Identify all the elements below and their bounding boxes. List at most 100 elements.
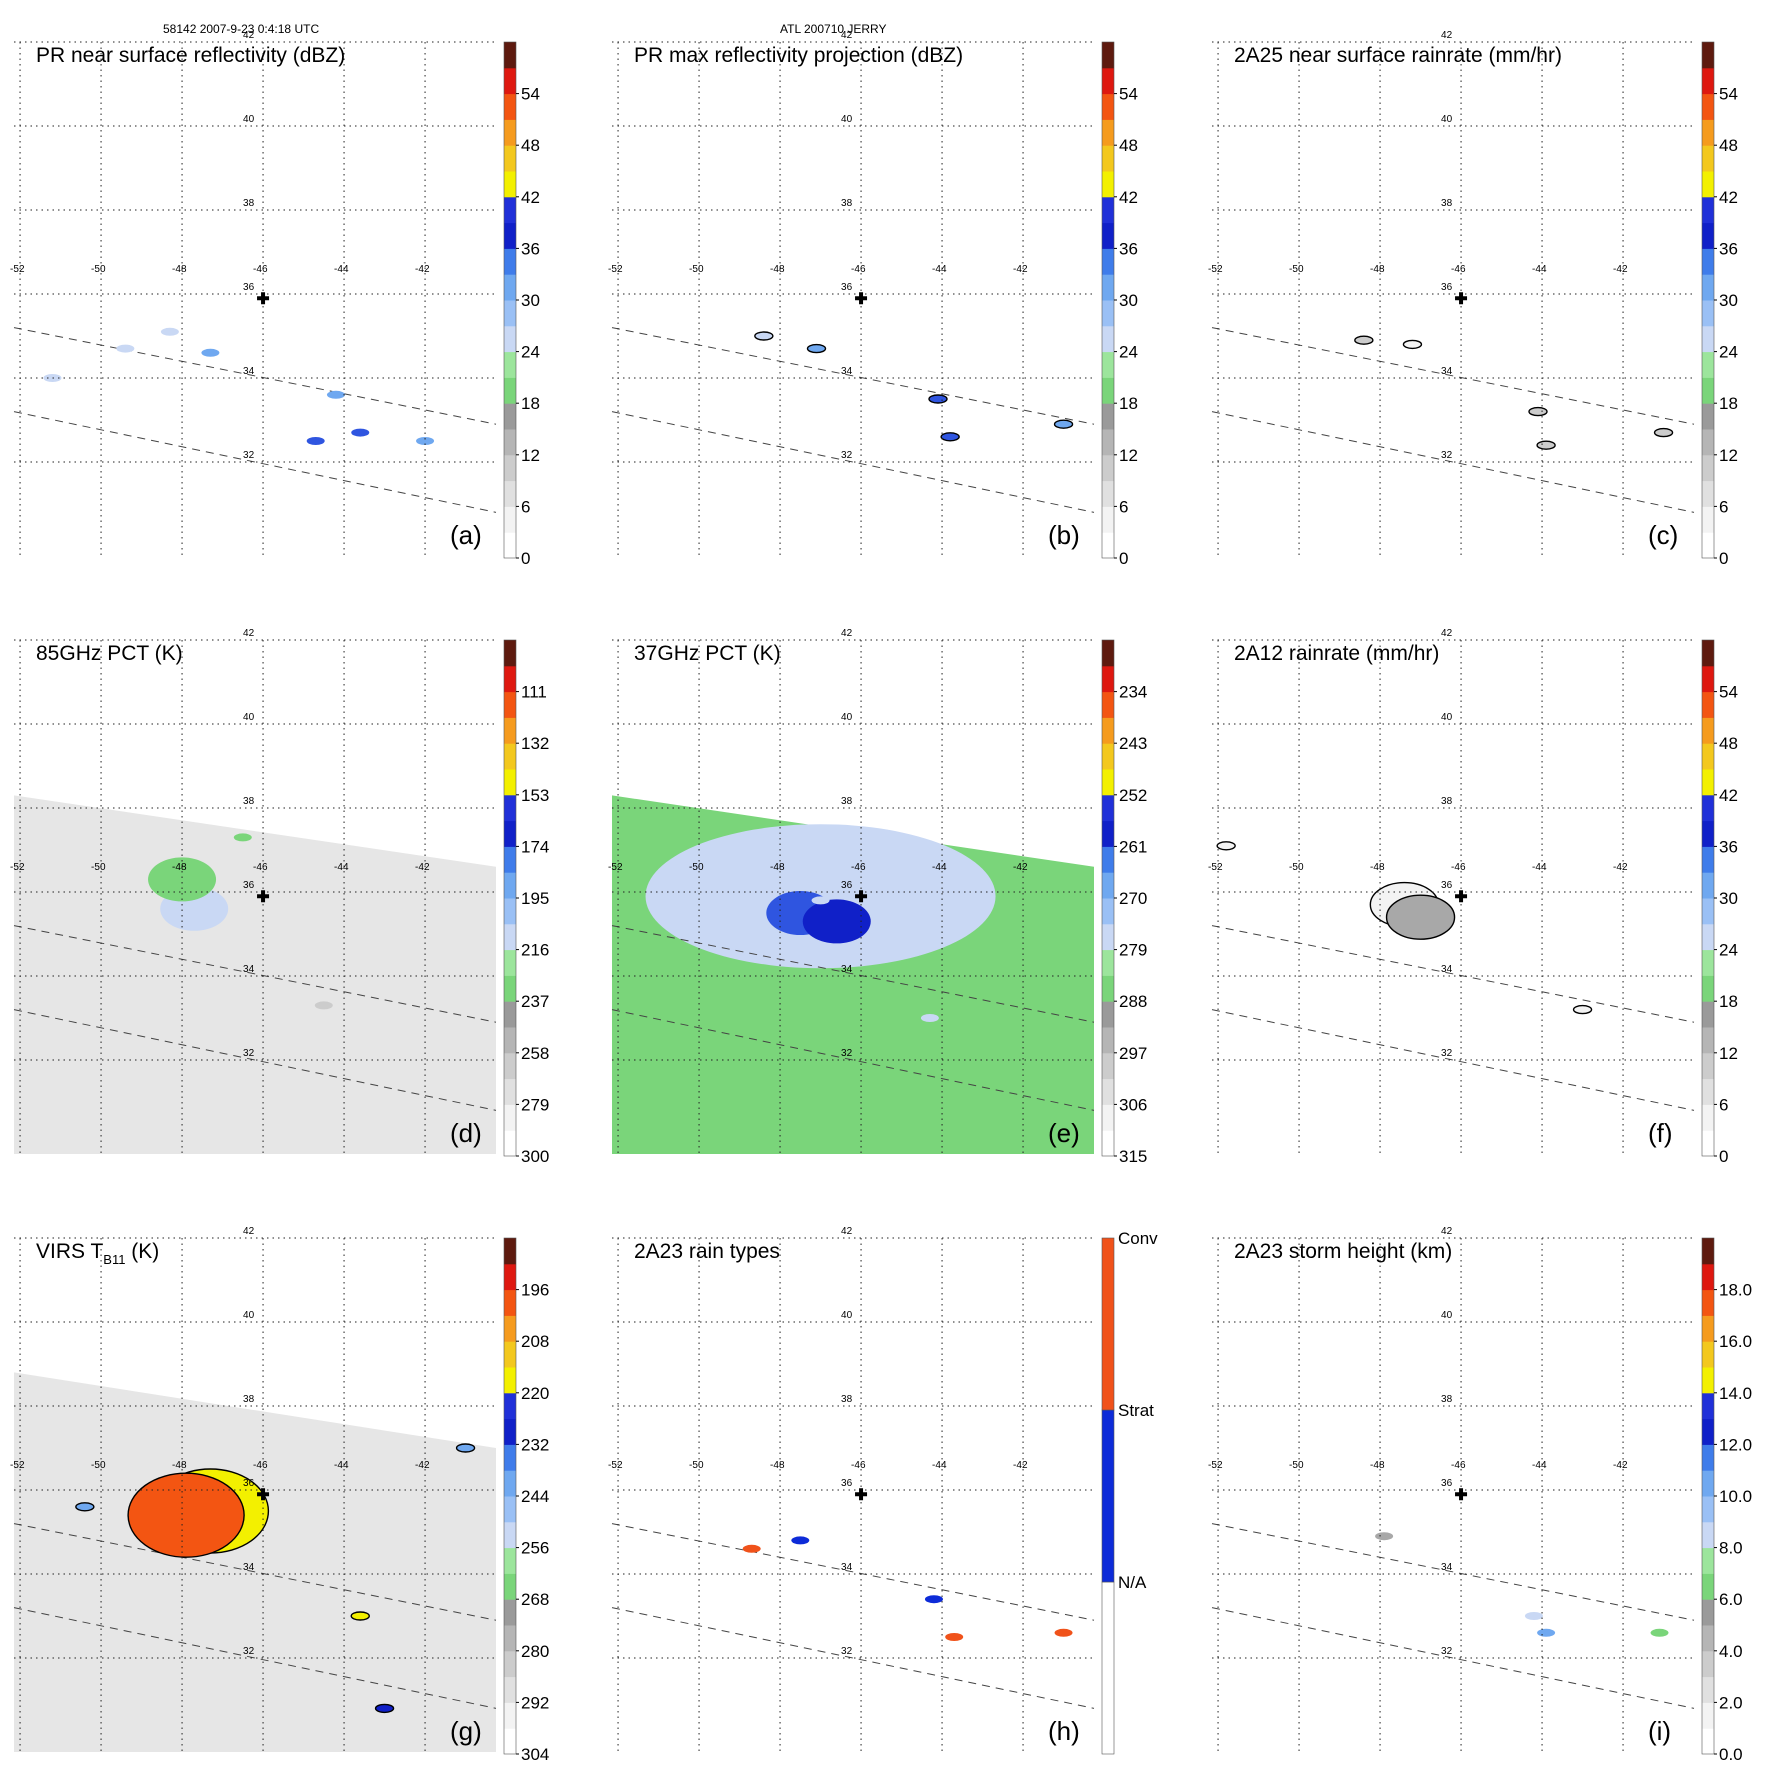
data-feature bbox=[148, 857, 217, 902]
colorbar-segment bbox=[1102, 196, 1114, 224]
colorbar-segment bbox=[1702, 1470, 1714, 1497]
panel-title: VIRS TB11 (K) bbox=[36, 1240, 159, 1267]
colorbar-segment bbox=[1102, 1130, 1114, 1157]
x-tick-label: -44 bbox=[1532, 862, 1547, 873]
colorbar-segment bbox=[504, 1078, 516, 1105]
colorbar-segment bbox=[504, 274, 516, 301]
colorbar-segment bbox=[1702, 403, 1714, 430]
colorbar-segment bbox=[1702, 1599, 1714, 1626]
colorbar-segment bbox=[1102, 454, 1114, 482]
data-feature bbox=[928, 394, 948, 404]
y-tick-label: 32 bbox=[243, 1646, 255, 1657]
colorbar-segment bbox=[1702, 691, 1714, 718]
colorbar-tick-label: 54 bbox=[1719, 683, 1738, 702]
y-tick-label: 40 bbox=[1441, 1310, 1453, 1321]
colorbar-tick-label: 237 bbox=[521, 992, 549, 1011]
colorbar-segment bbox=[1102, 923, 1114, 951]
colorbar: 315 306 297 288 279 270 261 252 243 234 bbox=[1101, 639, 1147, 1166]
x-tick-label: -46 bbox=[851, 1460, 866, 1471]
colorbar-tick-label: 304 bbox=[521, 1745, 549, 1764]
colorbar-segment bbox=[1702, 93, 1714, 120]
panel-title-subscript: B11 bbox=[103, 1252, 125, 1267]
data-feature bbox=[43, 374, 62, 382]
x-tick-label: -42 bbox=[1613, 862, 1628, 873]
panel-e: -52 -50 -48 -46 -44 -42 32 34 36 38 40 42 37GHz PCT … bbox=[608, 628, 1147, 1166]
colorbar-segment bbox=[1101, 1237, 1115, 1411]
y-tick-label: 38 bbox=[1441, 198, 1453, 209]
x-tick-label: -48 bbox=[1370, 862, 1385, 873]
colorbar-segment bbox=[504, 975, 516, 1002]
y-tick-label: 36 bbox=[1441, 282, 1453, 293]
panel-title: PR near surface reflectivity (dBZ) bbox=[36, 44, 345, 67]
colorbar-segment bbox=[1702, 42, 1714, 69]
colorbar-tick-label: 24 bbox=[1119, 343, 1138, 362]
colorbar-segment bbox=[1102, 1078, 1114, 1105]
x-tick-label: -50 bbox=[1289, 1460, 1304, 1471]
x-tick-label: -46 bbox=[253, 1460, 268, 1471]
data-feature bbox=[75, 1502, 95, 1512]
colorbar-segment bbox=[504, 67, 516, 95]
panel-title: 2A12 rainrate (mm/hr) bbox=[1234, 642, 1439, 665]
storm-center-marker bbox=[1455, 890, 1468, 903]
y-tick-label: 40 bbox=[243, 1310, 255, 1321]
colorbar-segment bbox=[504, 1130, 516, 1157]
x-tick-label: -50 bbox=[1289, 264, 1304, 275]
colorbar-segment bbox=[1102, 949, 1114, 976]
x-tick-label: -52 bbox=[1208, 862, 1223, 873]
y-tick-label: 42 bbox=[243, 30, 255, 41]
y-tick-label: 38 bbox=[841, 198, 853, 209]
y-tick-label: 32 bbox=[1441, 1048, 1453, 1059]
colorbar-segment bbox=[504, 1341, 516, 1368]
colorbar: 0 6 12 18 24 30 36 42 48 54 bbox=[503, 41, 540, 568]
colorbar-segment bbox=[1102, 691, 1114, 718]
colorbar-segment bbox=[504, 325, 516, 353]
colorbar-segment bbox=[1702, 1238, 1714, 1265]
data-feature bbox=[1524, 1612, 1543, 1620]
colorbar-segment bbox=[1702, 1078, 1714, 1105]
y-tick-label: 34 bbox=[1441, 366, 1453, 377]
swath-edge-south bbox=[611, 1009, 1095, 1111]
colorbar-tick-label: 258 bbox=[521, 1044, 549, 1063]
x-tick-label: -52 bbox=[1208, 264, 1223, 275]
colorbar-tick-label: 315 bbox=[1119, 1147, 1147, 1166]
colorbar-segment bbox=[504, 403, 516, 430]
y-tick-label: 36 bbox=[841, 282, 853, 293]
swath-edge-south bbox=[1211, 1607, 1695, 1709]
colorbar-segment bbox=[504, 532, 516, 559]
colorbar-segment bbox=[504, 846, 516, 873]
panel-label: (h) bbox=[1048, 1716, 1080, 1746]
colorbar-tick-label: 48 bbox=[1719, 734, 1738, 753]
swath-edge-north bbox=[13, 925, 497, 1023]
data-feature bbox=[924, 1595, 943, 1604]
colorbar-tick-label: 54 bbox=[521, 85, 540, 104]
data-feature bbox=[940, 432, 960, 442]
colorbar-tick-label: 243 bbox=[1119, 734, 1147, 753]
colorbar-tick-label: 288 bbox=[1119, 992, 1147, 1011]
colorbar-tick-label: 36 bbox=[521, 239, 540, 258]
panel-title: 85GHz PCT (K) bbox=[36, 642, 183, 665]
y-tick-label: 36 bbox=[1441, 880, 1453, 891]
colorbar-tick-label: 0.0 bbox=[1719, 1745, 1743, 1764]
x-tick-label: -48 bbox=[770, 264, 785, 275]
colorbar-tick-label: 6.0 bbox=[1719, 1590, 1743, 1609]
colorbar-tick-label: 300 bbox=[521, 1147, 549, 1166]
x-tick-label: -52 bbox=[608, 264, 623, 275]
panel-a: -52 -50 -48 -46 -44 -42 32 34 36 38 40 42 PR near su… bbox=[10, 30, 540, 568]
data-feature bbox=[127, 1472, 245, 1558]
colorbar: 0 6 12 18 24 30 36 42 48 54 bbox=[1701, 639, 1738, 1166]
colorbar-tick-label: 268 bbox=[521, 1590, 549, 1609]
data-feature bbox=[1528, 406, 1548, 417]
colorbar-segment bbox=[504, 1470, 516, 1497]
data-feature bbox=[160, 327, 179, 336]
colorbar: 0.0 2.0 4.0 6.0 8.0 10.0 12.0 14.0 16.0 18.0 bbox=[1701, 1237, 1752, 1764]
panel-h: -52 -50 -48 -46 -44 -42 32 34 36 38 40 42 2A23 rain … bbox=[608, 1226, 1158, 1755]
y-tick-label: 42 bbox=[243, 628, 255, 639]
x-tick-label: -52 bbox=[608, 1460, 623, 1471]
y-tick-label: 42 bbox=[1441, 30, 1453, 41]
colorbar-segment bbox=[1102, 717, 1114, 744]
colorbar-segment bbox=[1102, 665, 1114, 693]
colorbar-segment bbox=[504, 665, 516, 693]
y-tick-label: 34 bbox=[1441, 964, 1453, 975]
colorbar: 300 279 258 237 216 195 174 153 132 111 bbox=[503, 639, 549, 1166]
colorbar-segment bbox=[1102, 480, 1114, 507]
